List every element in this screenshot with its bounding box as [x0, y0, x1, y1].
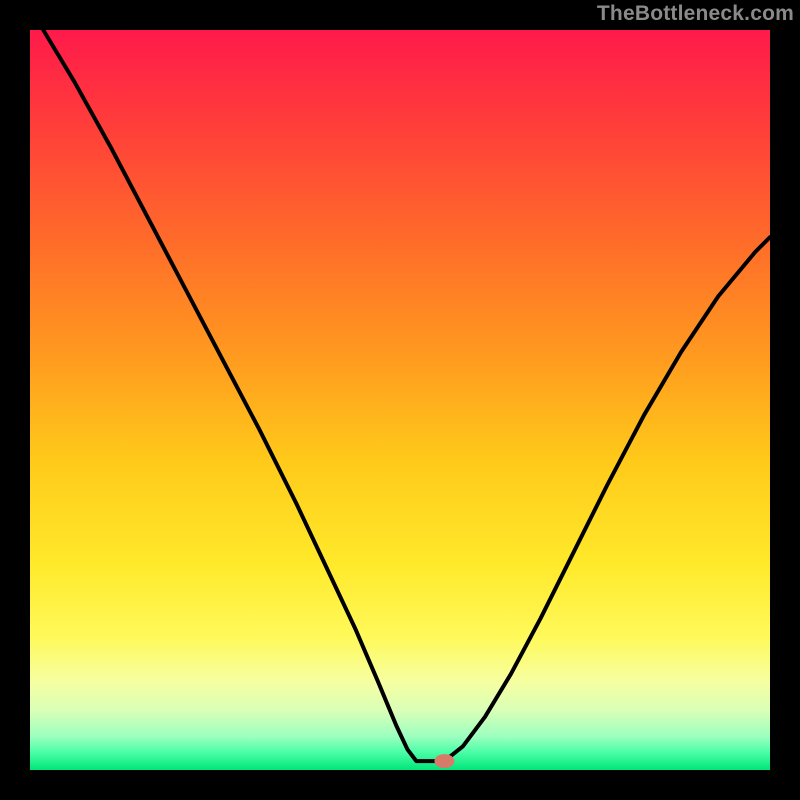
plot-area [30, 30, 770, 770]
optimum-marker [434, 754, 454, 768]
watermark-text: TheBottleneck.com [597, 2, 794, 26]
bottleneck-chart [0, 0, 800, 800]
